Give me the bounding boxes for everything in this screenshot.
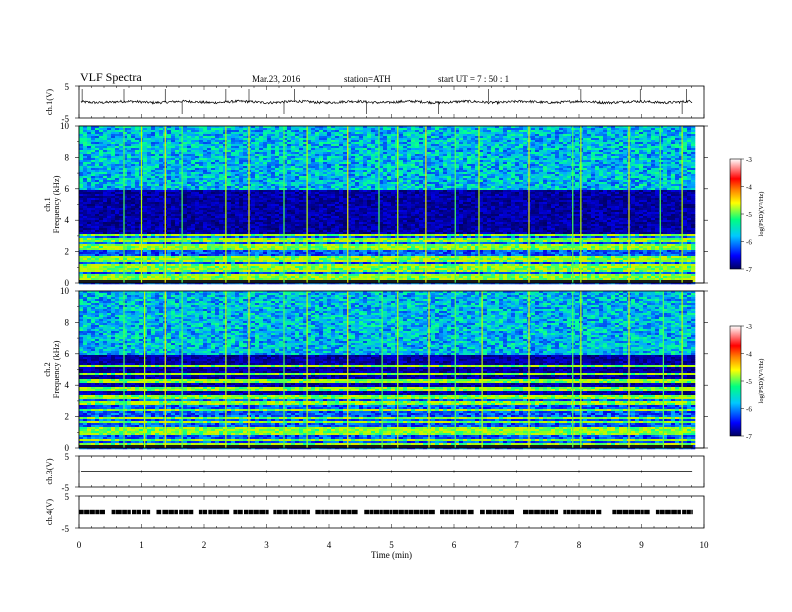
ch1-spectrogram-ytick: 10	[60, 121, 70, 131]
ch1-spectrogram-colorbar-tick: -6	[746, 239, 752, 247]
x-tick-label: 7	[514, 540, 519, 550]
ch1-spectrogram-ytick: 2	[65, 247, 70, 257]
x-tick-label: 0	[77, 540, 82, 550]
ch2-spectrogram-ytick: 10	[60, 286, 70, 296]
ch1-spectrogram-ytick: 8	[65, 152, 70, 162]
chart-title: VLF Spectra	[80, 70, 142, 85]
ch1-spectrogram-colorbar-label: log(PSD)(V²/Hz)	[758, 192, 765, 237]
date-label: Mar.23, 2016	[252, 74, 300, 84]
ch1-spectrogram-ytick: 6	[65, 184, 70, 194]
ch4-waveform-ytick: -5	[62, 524, 70, 534]
ch2-spectrogram-colorbar-tick: -7	[746, 433, 752, 441]
ch1-spectrogram-colorbar	[729, 158, 742, 270]
ch1-spectrogram-ytick: 0	[65, 278, 70, 288]
ch1-waveform-trace	[80, 99, 693, 106]
ch2-spectrogram-colorbar	[729, 325, 742, 437]
x-tick-label: 4	[327, 540, 332, 550]
ch1-spectrogram-colorbar-tick: -5	[746, 211, 752, 219]
ch1-spectrogram-ylabel: ch.1	[42, 197, 52, 211]
x-tick-label: 6	[452, 540, 457, 550]
ch1-waveform-ylabel: ch.1(V)	[44, 89, 54, 115]
ch3-waveform-ytick: 5	[65, 452, 70, 462]
x-tick-label: 3	[264, 540, 269, 550]
ch1-spectrogram-ylabel: Frequency (kHz)	[51, 175, 61, 233]
start-ut-label: start UT = 7 : 50 : 1	[438, 74, 509, 84]
ch2-spectrogram-heatmap	[79, 291, 696, 450]
ch2-spectrogram-ytick: 2	[65, 412, 70, 422]
ch2-spectrogram-colorbar-label: log(PSD)(V²/Hz)	[758, 359, 765, 404]
ch3-waveform-ylabel: ch.3(V)	[44, 458, 54, 484]
x-tick-label: 9	[639, 540, 644, 550]
ch2-spectrogram-ylabel: ch.2	[42, 362, 52, 376]
ch2-spectrogram-colorbar-tick: -6	[746, 406, 752, 414]
x-axis-label: Time (min)	[371, 550, 412, 560]
ch2-spectrogram-ytick: 8	[65, 317, 70, 327]
x-tick-label: 10	[700, 540, 710, 550]
ch2-spectrogram-ytick: 4	[65, 380, 70, 390]
ch1-spectrogram-colorbar-tick: -3	[746, 156, 752, 164]
ch2-spectrogram-ytick: 6	[65, 349, 70, 359]
ch2-spectrogram-ytick: 0	[65, 443, 70, 453]
x-tick-label: 5	[389, 540, 394, 550]
ch2-spectrogram-ylabel: Frequency (kHz)	[51, 340, 61, 398]
ch2-spectrogram-colorbar-tick: -3	[746, 323, 752, 331]
ch4-waveform-ylabel: ch.4(V)	[44, 499, 54, 525]
ch3-waveform-ytick: -5	[62, 483, 70, 493]
station-label: station=ATH	[344, 74, 391, 84]
ch1-waveform-ytick: -5	[62, 114, 70, 124]
x-tick-label: 1	[139, 540, 144, 550]
ch1-spectrogram-colorbar-tick: -4	[746, 184, 752, 192]
ch4-waveform-ytick: 5	[65, 492, 70, 502]
ch1-spectrogram-colorbar-tick: -7	[746, 266, 752, 274]
ch1-spectrogram-ytick: 4	[65, 215, 70, 225]
ch1-spectrogram-heatmap	[79, 126, 696, 285]
x-tick-label: 2	[202, 540, 207, 550]
ch2-spectrogram-colorbar-tick: -4	[746, 351, 752, 359]
ch1-waveform-ytick: 5	[65, 82, 70, 92]
ch2-spectrogram-colorbar-tick: -5	[746, 378, 752, 386]
x-tick-label: 8	[577, 540, 582, 550]
